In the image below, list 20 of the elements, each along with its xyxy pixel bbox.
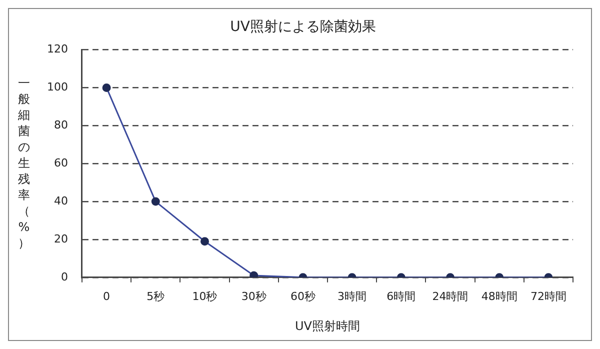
x-tick-label: 72時間 <box>530 290 566 303</box>
x-tick-label: 3時間 <box>338 290 367 303</box>
x-axis-title: UV照射時間 <box>295 318 360 333</box>
y-tick-label: 40 <box>54 194 68 208</box>
x-tick-label: 10秒 <box>192 290 218 303</box>
x-tick-label: 5秒 <box>146 290 165 303</box>
y-tick-label: 0 <box>60 270 68 284</box>
x-tick-label: 60秒 <box>290 290 316 303</box>
y-tick-label: 20 <box>54 232 68 246</box>
x-tick-label: 30秒 <box>241 290 266 303</box>
y-tick-label: 80 <box>54 118 68 132</box>
y-tick-label: 60 <box>54 156 68 170</box>
y-tick-label: 100 <box>46 80 68 94</box>
chart-title: UV照射による除菌効果 <box>230 19 376 36</box>
x-tick-label: 48時間 <box>481 290 518 303</box>
y-tick-label: 120 <box>46 42 68 56</box>
x-tick-label: 0 <box>103 290 110 303</box>
x-tick-label: 6時間 <box>386 290 416 303</box>
x-tick-label: 24時間 <box>432 290 468 303</box>
text: 一般細菌の生残率（%） <box>18 76 30 250</box>
